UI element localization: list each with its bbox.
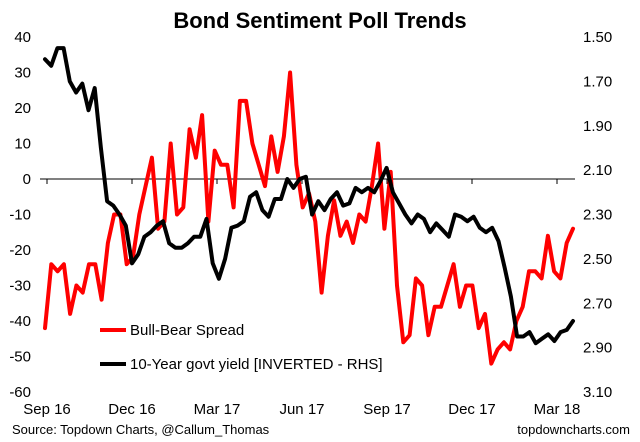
brand-note: topdowncharts.com [517,422,630,437]
x-tick-label: Sep 16 [23,401,71,418]
x-tick-label: Mar 17 [194,401,241,418]
x-tick-label: Jun 17 [279,401,324,418]
legend: Bull-Bear Spread 10-Year govt yield [INVE… [100,322,383,373]
x-tick-label: Dec 17 [448,401,496,418]
axes: Sep 16 Dec 16 Mar 17 Jun 17 Sep 17 Dec 17 Mar … [9,29,612,418]
y-left-tick-label: -30 [9,278,31,295]
y-right-tick-label: 2.70 [583,295,612,312]
y-right-tick-label: 3.10 [583,384,612,401]
y-left-tick-label: -40 [9,313,31,330]
x-tick-label: Dec 16 [108,401,156,418]
y-right-tick-label: 2.30 [583,207,612,224]
y-left-tick-label: -60 [9,384,31,401]
y-left-tick-label: -20 [9,242,31,259]
legend-label: 10-Year govt yield [INVERTED - RHS] [130,356,383,373]
series-line-10yr-yield [43,46,575,346]
y-left-tick-label: 40 [14,29,31,46]
y-right-tick-label: 1.50 [583,29,612,46]
y-right-tick-label: 2.90 [583,340,612,357]
x-tick-label: Sep 17 [363,401,411,418]
x-tick-label: Mar 18 [534,401,581,418]
y-right-tick-label: 2.10 [583,162,612,179]
y-left-tick-label: -50 [9,349,31,366]
chart-title: Bond Sentiment Poll Trends [173,8,466,33]
legend-label: Bull-Bear Spread [130,322,244,339]
series-line-bull-bear-spread [43,70,575,366]
y-left-tick-label: -10 [9,207,31,224]
y-left-tick-label: 30 [14,65,31,82]
y-left-tick-label: 10 [14,136,31,153]
y-right-tick-label: 1.90 [583,118,612,135]
y-right-tick-label: 2.50 [583,251,612,268]
y-left-tick-label: 20 [14,100,31,117]
y-right-tick-label: 1.70 [583,73,612,90]
source-note: Source: Topdown Charts, @Callum_Thomas [12,422,270,437]
series-layer [43,46,575,366]
y-left-tick-label: 0 [23,171,31,188]
